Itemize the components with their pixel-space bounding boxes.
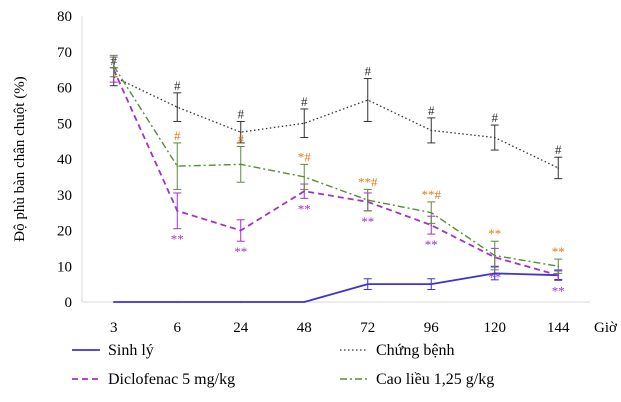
significance-marker: **# <box>422 187 442 202</box>
significance-marker: **# <box>358 174 378 189</box>
plot-area: ########**************##*#**#**#**** <box>109 53 565 303</box>
series-line <box>113 65 559 267</box>
y-tick-label: 20 <box>57 224 72 240</box>
significance-marker: # <box>301 94 308 109</box>
data-point <box>366 99 369 101</box>
legend-label: Sinh lý <box>108 342 154 359</box>
legend-item-3: Cao liều 1,25 g/kg <box>340 371 494 388</box>
data-point <box>239 131 242 133</box>
significance-marker: # <box>428 103 435 118</box>
x-tick-label: 144 <box>547 320 570 336</box>
significance-marker: ** <box>488 226 501 241</box>
chart-legend: Sinh lý Chứng bệnh Diclofenac 5 mg/kg Cao l… <box>72 342 494 388</box>
data-point <box>366 283 369 285</box>
legend-item-0: Sinh lý <box>72 342 154 359</box>
data-point <box>112 301 115 303</box>
data-point <box>176 165 179 167</box>
significance-marker: ** <box>298 201 311 216</box>
significance-marker: ** <box>361 214 374 229</box>
legend-label: Chứng bệnh <box>376 342 454 359</box>
series-line <box>113 272 559 303</box>
series-2: ** ** ** ** ** ** ** <box>109 56 565 299</box>
y-axis-label: Độ phù bàn chân chuột (%) <box>12 76 28 241</box>
chart-axes: 0 10 20 30 40 50 60 70 80 3 6 24 48 72 96 120 144 Giờ Độ p… <box>12 9 618 336</box>
significance-marker: ** <box>488 269 501 284</box>
significance-marker: # <box>174 128 181 143</box>
data-point <box>176 106 179 108</box>
series-3: # #*#**#**#**** <box>109 54 565 274</box>
y-tick-label: 60 <box>57 81 72 97</box>
legend-item-2: Diclofenac 5 mg/kg <box>72 371 235 388</box>
x-tick-label: 3 <box>110 320 118 336</box>
data-point <box>493 272 496 275</box>
data-point <box>493 254 496 257</box>
data-point <box>239 163 242 166</box>
x-tick-label: 96 <box>424 320 440 336</box>
y-tick-label: 0 <box>65 295 73 311</box>
y-tick-label: 70 <box>57 45 72 61</box>
significance-marker: ** <box>171 232 184 247</box>
significance-marker: ** <box>234 244 247 259</box>
data-point <box>493 136 496 139</box>
x-tick-label: 6 <box>174 320 182 336</box>
significance-marker: *# <box>298 149 312 164</box>
significance-marker: # <box>555 142 562 157</box>
data-point <box>366 199 369 201</box>
legend-label: Diclofenac 5 mg/kg <box>108 371 235 388</box>
significance-marker: # <box>365 64 372 79</box>
series-line <box>113 76 559 169</box>
data-point <box>112 65 115 67</box>
legend-label: Cao liều 1,25 g/kg <box>376 371 494 388</box>
data-point <box>239 301 242 303</box>
data-point <box>176 301 179 303</box>
data-point <box>176 210 179 212</box>
data-point <box>303 122 306 125</box>
significance-marker: ** <box>552 244 565 259</box>
y-tick-label: 10 <box>57 259 72 275</box>
x-tick-label: 24 <box>233 320 249 336</box>
significance-marker: # <box>238 131 245 146</box>
x-tick-label: 48 <box>297 320 312 336</box>
data-point <box>557 167 560 169</box>
data-point <box>239 229 242 232</box>
data-point <box>430 283 433 285</box>
data-point <box>557 265 560 268</box>
significance-marker: # <box>492 110 499 125</box>
data-point <box>430 224 433 226</box>
y-tick-label: 40 <box>57 152 72 168</box>
legend-item-1: Chứng bệnh <box>340 342 454 359</box>
significance-marker: ** <box>552 284 565 299</box>
significance-marker: # <box>174 78 181 93</box>
x-tick-label: 120 <box>484 320 507 336</box>
y-tick-label: 30 <box>57 188 72 204</box>
x-axis-label: Giờ <box>594 320 618 336</box>
significance-marker: # <box>238 106 245 121</box>
series-line <box>112 69 559 277</box>
data-point <box>557 274 560 276</box>
data-point <box>303 176 306 178</box>
data-point <box>430 129 433 132</box>
data-point <box>303 190 306 192</box>
data-point <box>430 211 433 214</box>
significance-marker: ** <box>425 237 438 252</box>
y-tick-label: 80 <box>57 9 72 25</box>
y-tick-label: 50 <box>57 116 72 132</box>
x-tick-label: 72 <box>360 320 375 336</box>
data-point <box>303 301 306 303</box>
